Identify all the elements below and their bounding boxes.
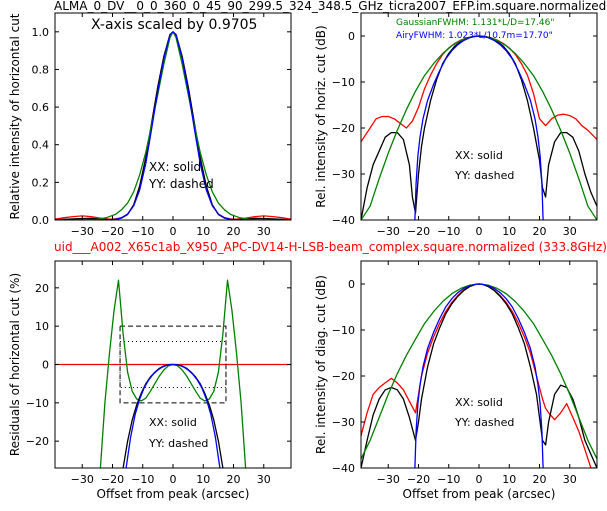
y-tick-label: 0	[348, 30, 355, 43]
dotted-box	[119, 341, 227, 388]
x-tick-label: 10	[502, 473, 516, 486]
x-tick-label: 10	[502, 225, 516, 238]
x-tick-label: 10	[196, 225, 210, 238]
y-tick-label: 0.8	[32, 63, 50, 76]
y-tick-label: 0	[348, 278, 355, 291]
x-tick-label: 0	[170, 473, 177, 486]
x-tick-label: 30	[257, 225, 271, 238]
plot-horizontal-cut-linear: −30 −20 −10 0 10 20 30 0.0 0.2 0.4 0.6 0.8 1.0 Relati…	[8, 12, 292, 238]
x-tick-label: −20	[101, 473, 124, 486]
plot-area	[361, 35, 597, 220]
y-tick-label: 20	[35, 282, 49, 295]
series-line-3	[361, 35, 597, 220]
x-tick-label: 20	[533, 473, 547, 486]
figure-subtitle: uid___A002_X65c1ab_X950_APC-DV14-H-LSB-b…	[54, 240, 607, 254]
y-tick-label: 0.4	[32, 139, 50, 152]
y-tick-label: −30	[332, 416, 355, 429]
y-tick-label: −20	[332, 370, 355, 383]
legend-entry: AiryFWHM: 1.023*L/10.7m=17.70"	[396, 31, 553, 41]
y-tick-label: −40	[332, 214, 355, 227]
x-tick-label: −30	[71, 473, 94, 486]
series-line-2	[55, 31, 291, 220]
y-tick-label: −10	[332, 324, 355, 337]
series-line-2	[361, 35, 597, 220]
y-tick-label: 0.6	[32, 101, 50, 114]
y-tick-label: −40	[332, 462, 355, 475]
y-tick-label: 0.2	[32, 176, 50, 189]
x-tick-label: −30	[71, 225, 94, 238]
x-tick-label: 20	[227, 473, 241, 486]
annotation-text: XX: solid	[455, 149, 503, 162]
y-tick-label: −20	[26, 435, 49, 448]
x-tick-label: −20	[407, 473, 430, 486]
series-line-4	[414, 283, 544, 468]
x-tick-label: −10	[437, 473, 460, 486]
series-line-1	[55, 31, 291, 220]
annotation-text: YY: dashed	[454, 169, 514, 182]
series-line-3	[55, 31, 291, 220]
series-line-3	[125, 363, 221, 468]
plot-area	[55, 279, 291, 468]
legend-entry: GaussianFWHM: 1.131*L/D=17.46"	[396, 18, 554, 28]
x-tick-label: 10	[196, 473, 210, 486]
series-line-3	[361, 283, 597, 460]
annotation-text: X-axis scaled by 0.9705	[91, 17, 257, 33]
series-line-1	[361, 35, 597, 143]
y-axis-label: Residuals of horizontal cut (%)	[8, 273, 22, 456]
x-tick-label: 30	[257, 473, 271, 486]
y-tick-label: 1.0	[32, 26, 50, 39]
x-axis-label: Offset from peak (arcsec)	[97, 487, 250, 501]
y-tick-label: −10	[26, 397, 49, 410]
x-tick-label: −10	[131, 473, 154, 486]
x-tick-label: 20	[533, 225, 547, 238]
x-tick-label: 20	[227, 225, 241, 238]
series-line-4	[55, 31, 291, 220]
series-line-4	[414, 35, 544, 220]
annotation-text: XX: solid	[149, 416, 197, 429]
plot-area	[55, 31, 291, 220]
x-tick-label: 0	[476, 225, 483, 238]
y-tick-label: −20	[332, 122, 355, 135]
y-tick-label: 0.0	[32, 214, 50, 227]
annotation-text: YY: dashed	[454, 416, 514, 429]
x-tick-label: −10	[131, 225, 154, 238]
y-tick-label: −10	[332, 76, 355, 89]
y-axis-label: Rel. intensity of horiz. cut (dB)	[314, 25, 328, 207]
x-tick-label: 0	[476, 473, 483, 486]
annotation-text: XX: solid	[149, 160, 201, 174]
plot-horizontal-cut-db: −30 −20 −10 0 10 20 30 −40 −30 −20 −10 0 Rel. intens…	[314, 12, 598, 238]
x-tick-label: 30	[563, 473, 577, 486]
x-tick-label: 30	[563, 225, 577, 238]
plot-frame	[360, 260, 598, 469]
y-axis-label: Relative intensity of horizontal cut	[8, 13, 22, 219]
annotation-text: XX: solid	[455, 396, 503, 409]
x-tick-label: −30	[377, 473, 400, 486]
y-tick-label: −30	[332, 168, 355, 181]
plot-frame	[360, 12, 598, 221]
x-tick-label: −30	[377, 225, 400, 238]
x-tick-label: −20	[101, 225, 124, 238]
plot-area	[361, 283, 597, 468]
x-tick-label: −10	[437, 225, 460, 238]
figure-title: ALMA_0_DV__0_0_360_0_45_90_299.5_324_348…	[54, 0, 606, 13]
y-axis-label: Rel. intensity of diag. cut (dB)	[314, 275, 328, 454]
y-tick-label: 0	[42, 359, 49, 372]
x-tick-label: −20	[407, 225, 430, 238]
x-axis-label: Offset from peak (arcsec)	[403, 487, 556, 501]
annotation-text: YY: dashed	[148, 177, 214, 191]
x-tick-label: 0	[170, 225, 177, 238]
annotation-text: YY: dashed	[148, 437, 208, 450]
y-tick-label: 10	[35, 320, 49, 333]
